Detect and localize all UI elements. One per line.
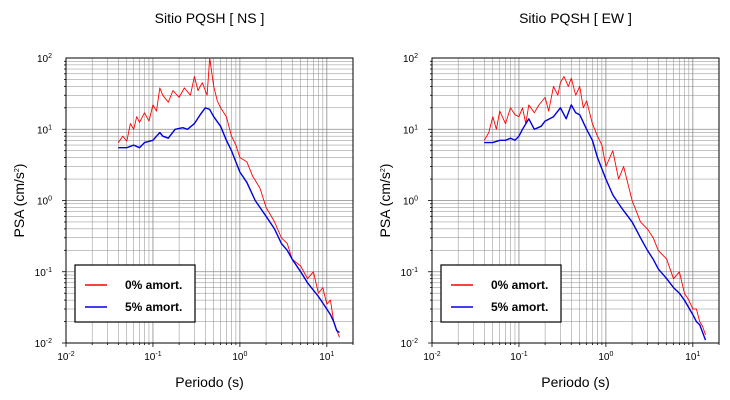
y-tick-label: 101: [403, 124, 418, 136]
series-line-amort-0: [483, 76, 706, 336]
legend: 0% amort. 5% amort.: [440, 264, 562, 323]
x-tick-label: 10-1: [510, 351, 527, 363]
x-axis-label: Periodo (s): [175, 374, 243, 390]
y-tick-label: 100: [403, 196, 418, 208]
y-tick-label: 100: [37, 196, 52, 208]
x-tick-label: 10-2: [423, 351, 440, 363]
y-axis-label: PSA (cm/s2): [377, 164, 393, 238]
y-tick-label: 101: [37, 124, 52, 136]
chart-title: Sitio PQSH [ EW ]: [519, 10, 632, 26]
chart-panel-ew: Sitio PQSH [ EW ] 10-2 10-1 100 101 10-2 10-1 1…: [377, 10, 720, 390]
y-tick-label: 10-2: [35, 338, 52, 350]
legend: 0% amort. 5% amort.: [74, 264, 196, 323]
chart-panel-ns: Sitio PQSH [ NS ] 10-2 10-1 100 101 10-2 10-1 1…: [11, 10, 354, 390]
legend-box: [74, 264, 196, 323]
y-tick-label: 102: [37, 53, 52, 65]
x-tick-label: 100: [232, 351, 247, 363]
y-axis-label: PSA (cm/s2): [11, 164, 27, 238]
x-tick-label: 100: [598, 351, 613, 363]
legend-label: 5% amort.: [491, 300, 548, 314]
x-tick-label: 101: [685, 351, 700, 363]
legend-box: [440, 264, 562, 323]
legend-label: 5% amort.: [125, 300, 182, 314]
legend-label: 0% amort.: [125, 278, 182, 292]
series-line-amort-5: [484, 104, 707, 341]
x-tick-label: 10-1: [144, 351, 161, 363]
y-tick-label: 10-2: [401, 338, 418, 350]
chart-title: Sitio PQSH [ NS ]: [155, 10, 265, 26]
x-axis-label: Periodo (s): [541, 374, 609, 390]
series-line-amort-5: [118, 107, 340, 334]
y-tick-label: 10-1: [35, 267, 52, 279]
series-line-amort-0: [117, 57, 340, 338]
y-tick-label: 102: [403, 53, 418, 65]
legend-label: 0% amort.: [491, 278, 548, 292]
x-tick-label: 101: [319, 351, 334, 363]
x-tick-label: 10-2: [57, 351, 74, 363]
y-tick-label: 10-1: [401, 267, 418, 279]
